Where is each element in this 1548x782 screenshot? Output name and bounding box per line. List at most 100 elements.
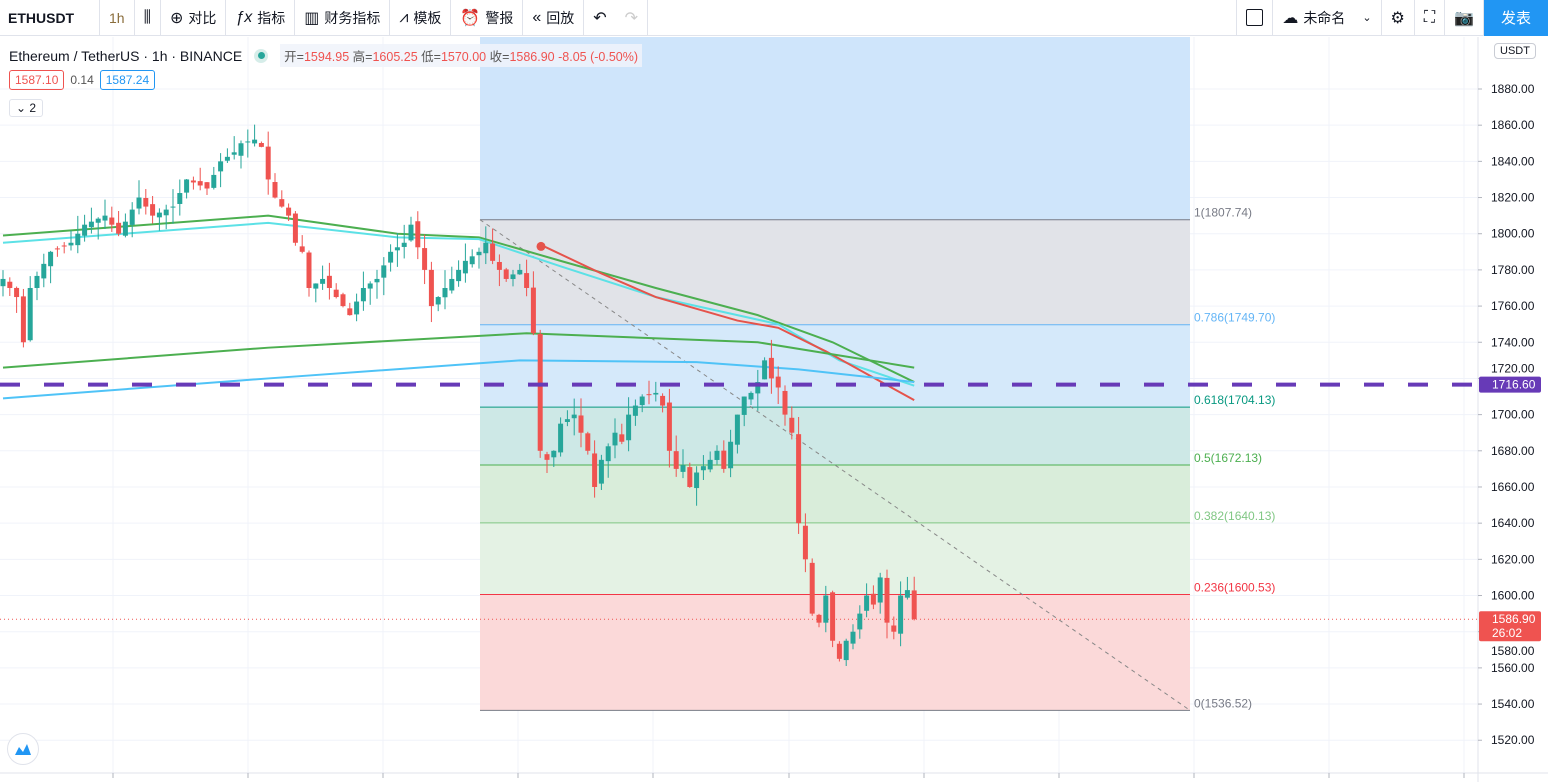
candle-body xyxy=(721,450,727,469)
ma-slow-blue xyxy=(2,359,915,400)
candle-body xyxy=(836,643,842,659)
compare-button[interactable]: ⊕ 对比 xyxy=(161,0,227,36)
cloud-check-icon: ☁ xyxy=(1282,9,1299,27)
alert-price-tag-text: 1716.60 xyxy=(1492,378,1536,392)
templates-label: 模板 xyxy=(413,9,442,26)
candle-body xyxy=(48,251,54,267)
candle-body xyxy=(728,441,734,469)
price-tick-label: 1820.00 xyxy=(1491,191,1535,205)
price-chart[interactable]: 1(1807.74) 0.786(1749.70) 0.618(1704.13) 0.… xyxy=(0,37,1548,782)
currency-label[interactable]: USDT xyxy=(1494,43,1536,59)
candle-body xyxy=(490,243,496,261)
high-label: 高= xyxy=(352,50,373,64)
candle-body xyxy=(605,446,611,462)
redo-button[interactable]: ↷ xyxy=(616,0,649,36)
last-price-tag-bg xyxy=(1479,611,1541,642)
candle-body xyxy=(82,224,88,236)
candle-body xyxy=(326,275,332,288)
candle-body xyxy=(333,289,339,298)
candle-body xyxy=(632,405,638,416)
fib-level-label: 0(1536.52) xyxy=(1194,696,1252,710)
price-axis-bg xyxy=(1478,37,1548,782)
high-value: 1605.25 xyxy=(372,50,418,64)
fullscreen-button[interactable]: ⛶ xyxy=(1415,0,1446,36)
templates-icon: ⩘ xyxy=(399,8,409,26)
fib-level-label: 0.618(1704.13) xyxy=(1194,393,1275,407)
low-label: 低= xyxy=(421,50,441,64)
candle-body xyxy=(190,180,196,183)
candle-body xyxy=(41,263,47,279)
templates-button[interactable]: ⩘ 模板 xyxy=(390,0,452,36)
alerts-button[interactable]: ⏰ 警报 xyxy=(451,0,524,36)
candle-body xyxy=(619,434,625,442)
candle-body xyxy=(503,269,509,279)
replay-button[interactable]: «回放 xyxy=(523,0,585,36)
candle-body xyxy=(734,414,740,445)
snapshot-button[interactable]: 📷 xyxy=(1445,0,1484,36)
candle-body xyxy=(653,392,659,395)
indicators-label: 指标 xyxy=(257,9,286,26)
candle-body xyxy=(231,152,237,155)
chart-type-button[interactable]: ⫼ xyxy=(135,0,161,36)
candle-body xyxy=(116,222,122,234)
price-tick-label: 1520.00 xyxy=(1491,733,1535,747)
candle-body xyxy=(789,417,795,433)
symbol-title: Ethereum / TetherUS · 1h · BINANCE xyxy=(9,47,243,64)
indicators-button[interactable]: ƒx 指标 xyxy=(226,0,296,36)
chart-legend: Ethereum / TetherUS · 1h · BINANCE 开=159… xyxy=(9,44,643,67)
candle-body xyxy=(88,221,94,228)
buy-price-button[interactable]: 1587.24 xyxy=(99,70,156,90)
gear-icon: ⚙ xyxy=(1390,9,1405,27)
symbol-search-button[interactable]: ETHUSDT xyxy=(0,0,100,36)
tradingview-logo-icon[interactable] xyxy=(7,733,39,765)
candle-body xyxy=(211,174,217,188)
price-tick-label: 1720.00 xyxy=(1491,362,1535,376)
candle-body xyxy=(258,142,264,147)
candle-body xyxy=(184,179,190,193)
price-tick-label: 1780.00 xyxy=(1491,263,1535,277)
collapse-indicators-button[interactable]: ⌄ 2 xyxy=(9,99,44,117)
undo-button[interactable]: ↶ xyxy=(584,0,615,36)
candle-body xyxy=(122,221,128,236)
candle-body xyxy=(347,308,353,316)
candle-body xyxy=(496,261,502,270)
ma-fast-green xyxy=(2,214,915,383)
financials-button[interactable]: ▥ 财务指标 xyxy=(295,0,391,36)
fib-level-label: 0.382(1640.13) xyxy=(1194,509,1275,523)
price-tick-label: 1660.00 xyxy=(1491,480,1535,494)
publish-button[interactable]: 发表 xyxy=(1484,0,1548,36)
candle-body xyxy=(551,450,557,458)
candle-body xyxy=(381,265,387,278)
alert-price-tag-bg xyxy=(1479,376,1541,393)
chevron-down-icon: ⌄ xyxy=(16,101,30,115)
price-tick-label: 1760.00 xyxy=(1491,299,1535,313)
candle-body xyxy=(401,242,407,247)
alert-price-tag: 1716.60 xyxy=(1479,376,1541,393)
financials-label: 财务指标 xyxy=(324,9,381,26)
candle-body xyxy=(517,269,523,275)
bid-ask: 1587.10 0.14 1587.24 xyxy=(9,70,156,90)
candle-body xyxy=(462,260,468,274)
layout-button[interactable] xyxy=(1236,0,1274,36)
candle-body xyxy=(224,156,230,161)
candle-body xyxy=(245,141,251,143)
candle-body xyxy=(265,146,271,180)
candle-body xyxy=(578,415,584,433)
settings-button[interactable]: ⚙ xyxy=(1382,0,1415,36)
candle-body xyxy=(612,432,618,446)
close-label: 收= xyxy=(489,50,510,64)
candle-body xyxy=(360,287,366,302)
rewind-icon: « xyxy=(532,8,542,26)
candle-body xyxy=(7,281,13,288)
candle-body xyxy=(843,640,849,661)
interval-button[interactable]: 1h xyxy=(100,0,135,36)
candle-body xyxy=(136,197,142,209)
price-tick-label: 1560.00 xyxy=(1491,661,1535,675)
last-price-tag-text: 1586.90 xyxy=(1492,612,1536,626)
market-status-icon xyxy=(254,48,269,63)
candle-body xyxy=(102,215,108,221)
sell-price-button[interactable]: 1587.10 xyxy=(9,70,65,90)
candle-body xyxy=(714,450,720,460)
candle-body xyxy=(374,278,380,283)
save-layout-button[interactable]: ☁ 未命名 ⌄ xyxy=(1273,0,1382,36)
